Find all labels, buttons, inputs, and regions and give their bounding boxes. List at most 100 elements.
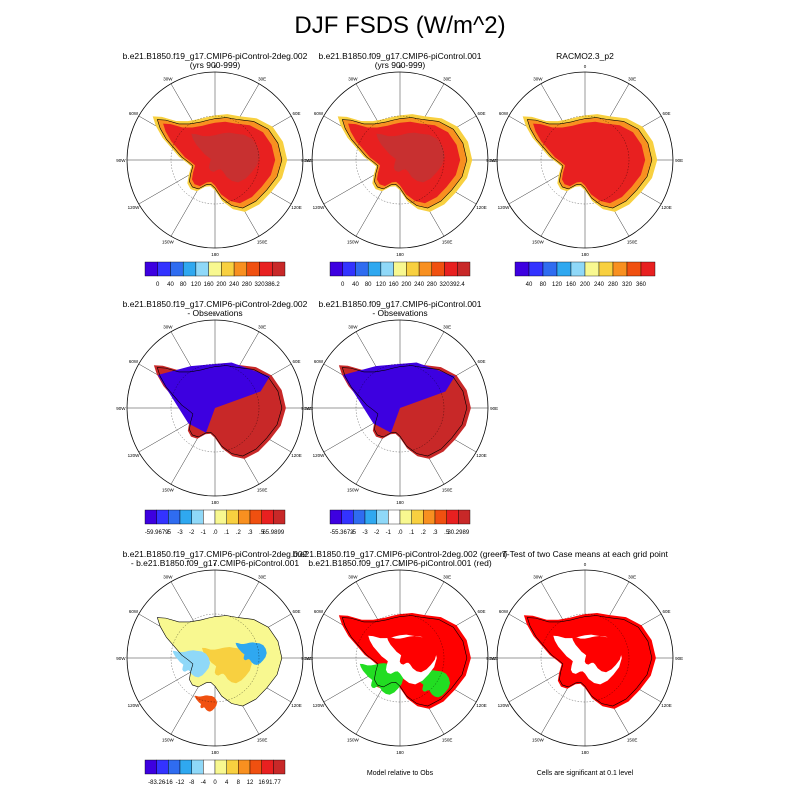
- longitude-label: 0: [399, 312, 402, 317]
- colorbar-label: 240: [594, 282, 605, 288]
- panel-title: b.e21.B1850.f09_g17.CMIP6-piControl.001-…: [285, 300, 515, 318]
- polar-map: 0 30E 60E 90E 120E 150E 180 150W 120W 90W 60W 30W: [301, 562, 498, 755]
- colorbar-swatch: [399, 509, 412, 525]
- longitude-label: 60E: [478, 359, 486, 364]
- colorbar-swatch: [376, 509, 389, 525]
- longitude-label: 0: [399, 64, 402, 69]
- latitude-circle: [170, 115, 260, 205]
- colorbar-label: 120: [552, 282, 563, 288]
- colorbar-swatch: [249, 509, 262, 525]
- longitude-label: 180: [211, 252, 219, 257]
- colorbar-swatch: [226, 759, 239, 775]
- panel-title-line1: b.e21.B1850.f19_g17.CMIP6-piControl-2deg…: [122, 549, 308, 559]
- colorbar-label: 0: [156, 282, 160, 288]
- longitude-label: 60W: [129, 359, 139, 364]
- panel-title: b.e21.B1850.f19_g17.CMIP6-piControl-2deg…: [100, 550, 330, 568]
- longitude-label: 60W: [499, 609, 509, 614]
- longitude-label: 150W: [347, 240, 360, 245]
- colorbar-label: 160: [566, 282, 577, 288]
- panel-note: Model relative to Obs: [366, 770, 434, 777]
- colorbar-label: .1: [224, 530, 230, 536]
- longitude-label: 150W: [162, 738, 175, 743]
- longitude-label: 60E: [663, 111, 671, 116]
- colorbar-swatch: [434, 509, 447, 525]
- antarctica-field: [338, 362, 471, 459]
- colorbar-swatch: [144, 261, 158, 277]
- longitude-label: 60E: [293, 111, 301, 116]
- longitude-label: 150E: [257, 240, 268, 245]
- colorbar-label: 160: [389, 282, 400, 288]
- colorbar-swatch: [272, 261, 286, 277]
- colorbar-label: 0: [213, 780, 217, 786]
- longitude-label: 90W: [486, 158, 496, 163]
- map-boundary: [126, 319, 304, 497]
- colorbar-label: .5: [259, 530, 265, 536]
- panel-title-line2: (yrs 900-999): [189, 60, 241, 70]
- longitude-label: 120E: [476, 703, 487, 708]
- longitude-label: 120W: [498, 703, 511, 708]
- colorbar-label: .2: [421, 530, 427, 536]
- longitude-label: 180: [581, 750, 589, 755]
- colorbar-swatch: [191, 759, 204, 775]
- colorbar-label: -2: [374, 530, 380, 536]
- longitude-label: 120W: [313, 703, 326, 708]
- antarctica-field: [153, 362, 286, 459]
- colorbar-swatch: [367, 261, 382, 277]
- colorbar-label: 80: [180, 282, 187, 288]
- panel-title-line1: b.e21.B1850.f09_g17.CMIP6-piControl.001: [318, 51, 482, 61]
- panel-title: T-Test of two Case means at each grid po…: [470, 550, 700, 559]
- panel-title-line1: b.e21.B1850.f19_g17.CMIP6-piControl-2deg…: [292, 549, 508, 559]
- longitude-label: 30E: [443, 324, 451, 329]
- colorbar: 0 40 80 120 160 200 240 280 320 392.4: [329, 261, 471, 288]
- panel-title-line1: b.e21.B1850.f09_g17.CMIP6-piControl.001: [318, 299, 482, 309]
- map-boundary: [311, 569, 489, 747]
- longitude-label: 120E: [291, 205, 302, 210]
- longitude-label: 90E: [675, 158, 683, 163]
- colorbar-label: .1: [409, 530, 415, 536]
- latitude-circle: [170, 363, 260, 453]
- colorbar-swatch: [221, 261, 235, 277]
- colorbar-label: 12: [247, 780, 254, 786]
- colorbar-label: 120: [376, 282, 387, 288]
- colorbar-swatch: [364, 509, 377, 525]
- antarctica-field: [523, 612, 656, 709]
- longitude-label: 60E: [293, 609, 301, 614]
- coastline: [526, 117, 653, 209]
- colorbar-label: 80: [365, 282, 372, 288]
- colorbar-swatch: [612, 261, 628, 277]
- colorbar-swatch: [584, 261, 600, 277]
- longitude-label: 60W: [314, 609, 324, 614]
- colorbar-label: 200: [401, 282, 412, 288]
- panel-title-line2: (yrs 900-999): [374, 60, 426, 70]
- colorbar-swatch: [570, 261, 586, 277]
- panel-title-line2: - Observations: [372, 308, 428, 318]
- colorbar: 0 40 80 120 160 200 240 280 320 386.2: [144, 261, 286, 288]
- longitude-label: 60W: [129, 111, 139, 116]
- colorbar-label: 160: [204, 282, 215, 288]
- panel-title-line1: RACMO2.3_p2: [556, 51, 614, 61]
- colorbar-label: .3: [432, 530, 438, 536]
- colorbar-swatch: [261, 759, 274, 775]
- coastline: [156, 117, 283, 209]
- colorbar-swatch: [214, 759, 227, 775]
- colorbar-label: -5: [166, 530, 172, 536]
- coastline: [341, 117, 468, 209]
- panel-title-line2: b.e21.B1850.f09_g17.CMIP6-piControl.001 …: [308, 558, 492, 568]
- colorbar-swatch: [168, 509, 181, 525]
- longitude-label: 90E: [675, 656, 683, 661]
- page-title: DJF FSDS (W/m^2): [294, 12, 506, 39]
- colorbar-swatch: [156, 759, 169, 775]
- colorbar-swatch: [273, 509, 286, 525]
- longitude-label: 60E: [663, 609, 671, 614]
- colorbar-label: -3: [177, 530, 183, 536]
- colorbar-label: .5: [444, 530, 450, 536]
- longitude-label: 90E: [305, 406, 313, 411]
- longitude-label: 120E: [476, 205, 487, 210]
- longitude-label: 90W: [116, 406, 126, 411]
- colorbar-swatch: [380, 261, 394, 277]
- colorbar-swatch: [542, 261, 558, 277]
- colorbar-label: -2: [189, 530, 195, 536]
- colorbar-swatch: [259, 261, 273, 277]
- colorbar-swatch: [431, 261, 445, 277]
- panel-title-line1: b.e21.B1850.f19_g17.CMIP6-piControl-2deg…: [122, 299, 308, 309]
